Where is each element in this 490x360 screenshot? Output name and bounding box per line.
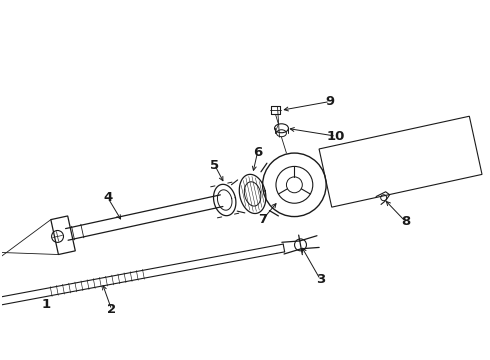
Text: 2: 2 — [107, 303, 116, 316]
Text: 3: 3 — [316, 273, 325, 286]
Text: 4: 4 — [103, 191, 112, 204]
Text: 6: 6 — [253, 146, 262, 159]
Text: 7: 7 — [258, 213, 267, 226]
Text: 8: 8 — [401, 215, 410, 228]
Text: 5: 5 — [210, 159, 220, 172]
Text: 10: 10 — [327, 130, 345, 143]
Text: 1: 1 — [42, 297, 51, 311]
Text: 9: 9 — [325, 95, 335, 108]
